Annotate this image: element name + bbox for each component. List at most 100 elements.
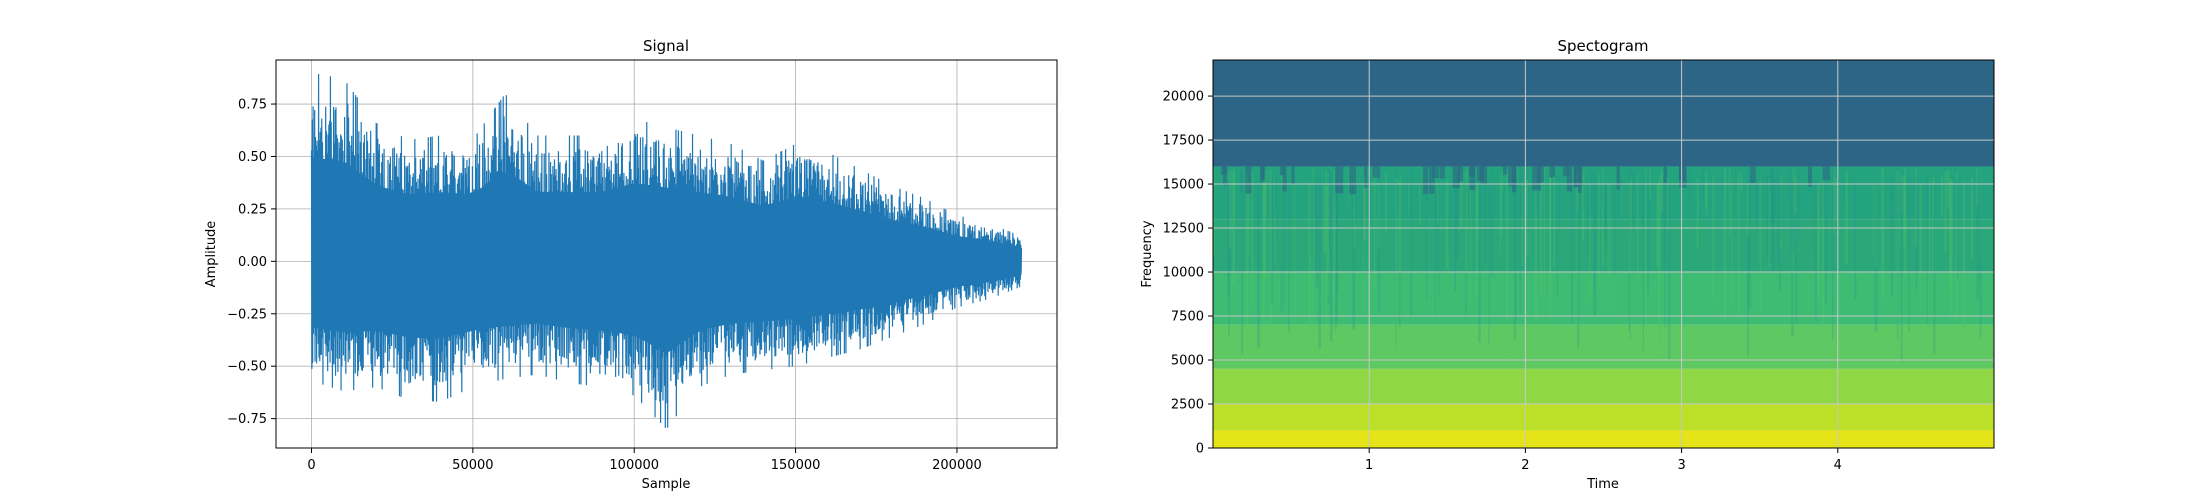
spectrogram-texture-streak	[1755, 178, 1758, 230]
spectrogram-texture-streak	[1944, 171, 1947, 253]
spectrogram-texture-streak	[1395, 167, 1397, 347]
spectrogram-texture-streak	[1327, 180, 1331, 304]
spectrogram-texture-streak	[1663, 170, 1666, 263]
signal-axes-frame	[275, 59, 1058, 449]
spectrogram-dark-dip	[1549, 166, 1555, 178]
spectrogram-texture-streak	[1551, 179, 1553, 252]
spectrogram-texture-streak	[1352, 171, 1356, 330]
spectrogram-dark-dip	[1432, 166, 1440, 178]
spectrogram-texture-streak	[1361, 176, 1364, 255]
spectrogram-texture-streak	[1822, 180, 1825, 328]
spectrogram-dark-dip	[1750, 166, 1756, 183]
spectrogram-texture-streak	[1318, 169, 1321, 349]
spectrogram-image	[1213, 60, 1994, 448]
spectrogram-texture-streak	[1377, 182, 1381, 250]
spectrogram-texture-streak	[1649, 167, 1651, 200]
spectrogram-texture-streak	[1499, 175, 1502, 256]
spectrogram-texture-streak	[1931, 176, 1935, 357]
spectrogram-texture-streak	[1373, 169, 1376, 291]
spectrogram-texture-streak	[1329, 173, 1333, 342]
spectrogram-texture-streak	[1604, 185, 1607, 238]
spectrogram-frequency-band	[1213, 368, 1994, 405]
spectrogram-texture-streak	[1283, 180, 1285, 310]
spectrogram-texture-streak	[1642, 170, 1645, 232]
spectrogram-texture-streak	[1327, 172, 1330, 263]
spectrogram-texture-streak	[1896, 182, 1899, 341]
spectrogram-texture-streak	[1747, 166, 1751, 308]
spectrogram-texture-streak	[1488, 176, 1490, 345]
spectrogram-texture-streak	[1593, 176, 1596, 290]
spectrogram-texture-streak	[1979, 167, 1982, 261]
signal-title: Signal	[643, 37, 689, 55]
spectrogram-dark-dip	[1282, 166, 1287, 192]
spectrogram-texture-streak	[1233, 174, 1235, 224]
spectrogram-texture-streak	[1335, 175, 1338, 322]
spectrogram-texture-streak	[1620, 185, 1623, 219]
spectrogram-texture-streak	[1950, 180, 1953, 317]
spectrogram-texture-streak	[1946, 169, 1950, 208]
spectrogram-texture-streak	[1645, 184, 1647, 334]
spectrogram-texture-streak	[1228, 170, 1230, 337]
spectrogram-texture-streak	[1913, 175, 1917, 215]
signal-series-fill	[311, 157, 1022, 354]
spectrogram-texture-streak	[1795, 183, 1798, 324]
spectrogram-dark-dip	[1532, 166, 1541, 191]
spectrogram-texture-streak	[1955, 172, 1958, 320]
spectrogram-frequency-band	[1213, 404, 1994, 431]
spectrogram-texture-streak	[1656, 184, 1659, 267]
spectrogram-texture-streak	[1227, 180, 1230, 297]
spectrogram-texture-streak	[1327, 184, 1330, 298]
spectrogram-dark-dip	[1807, 166, 1813, 187]
spectrogram-texture-streak	[1628, 166, 1630, 332]
spectrogram-texture-streak	[1578, 173, 1581, 274]
spectrogram-x-label: Time	[1586, 477, 1619, 492]
spectrogram-texture-streak	[1475, 183, 1479, 297]
spectrogram-texture-streak	[1791, 167, 1794, 337]
spectrogram-texture-streak	[1310, 180, 1313, 256]
spectrogram-texture-streak	[1702, 168, 1704, 201]
spectrogram-texture-streak	[1377, 176, 1381, 314]
spectrogram-texture-streak	[1791, 181, 1795, 252]
spectrogram-texture-streak	[1608, 185, 1611, 278]
spectrogram-y-tick-label: 2500	[1171, 398, 1204, 413]
spectrogram-texture-streak	[1589, 181, 1591, 301]
spectrogram-dark-dip	[1512, 166, 1516, 193]
spectrogram-texture-streak	[1434, 186, 1436, 318]
spectrogram-texture-streak	[1478, 176, 1481, 343]
spectrogram-texture-streak	[1506, 172, 1509, 353]
spectrogram-texture-streak	[1418, 186, 1421, 225]
spectrogram-texture-streak	[1900, 175, 1903, 213]
spectrogram-texture-streak	[1335, 171, 1337, 331]
spectrogram-texture-streak	[1759, 180, 1761, 352]
spectrogram-panel: 1 2 3 4 0 2500 5000 7500 10000 12500 15000 17500 20…	[1140, 37, 1995, 492]
spectrogram-texture-streak	[1593, 171, 1597, 316]
spectrogram-texture-streak	[1262, 175, 1265, 330]
signal-y-tick-label: −0.50	[227, 360, 267, 375]
spectrogram-texture-streak	[1353, 171, 1356, 249]
signal-y-tick-label: 0.25	[238, 202, 267, 217]
spectrogram-texture-streak	[1534, 179, 1538, 334]
spectrogram-texture-streak	[1325, 185, 1328, 362]
spectrogram-texture-streak	[1308, 181, 1312, 335]
spectrogram-texture-streak	[1956, 178, 1959, 279]
spectrogram-texture-streak	[1476, 186, 1478, 237]
spectrogram-texture-streak	[1464, 179, 1467, 319]
spectrogram-texture-streak	[1537, 169, 1539, 260]
spectrogram-dark-dip	[1279, 166, 1285, 176]
spectrogram-texture-streak	[1772, 179, 1776, 223]
spectrogram-texture-streak	[1315, 178, 1319, 287]
spectrogram-texture-streak	[1776, 166, 1779, 266]
spectrogram-texture-streak	[1647, 181, 1650, 294]
spectrogram-dark-dip	[1423, 166, 1429, 194]
spectrogram-texture-streak	[1521, 184, 1523, 267]
spectrogram-texture-streak	[1696, 178, 1699, 248]
spectrogram-texture-streak	[1590, 168, 1593, 215]
signal-x-tick-label: 150000	[771, 458, 821, 473]
spectrogram-texture-streak	[1232, 169, 1236, 284]
spectrogram-texture-streak	[1355, 185, 1357, 224]
spectrogram-title: Spectogram	[1557, 37, 1648, 55]
spectrogram-texture-streak	[1705, 179, 1708, 215]
spectrogram-texture-streak	[1500, 182, 1503, 236]
spectrogram-texture-streak	[1454, 167, 1456, 291]
spectrogram-texture-streak	[1576, 171, 1579, 329]
